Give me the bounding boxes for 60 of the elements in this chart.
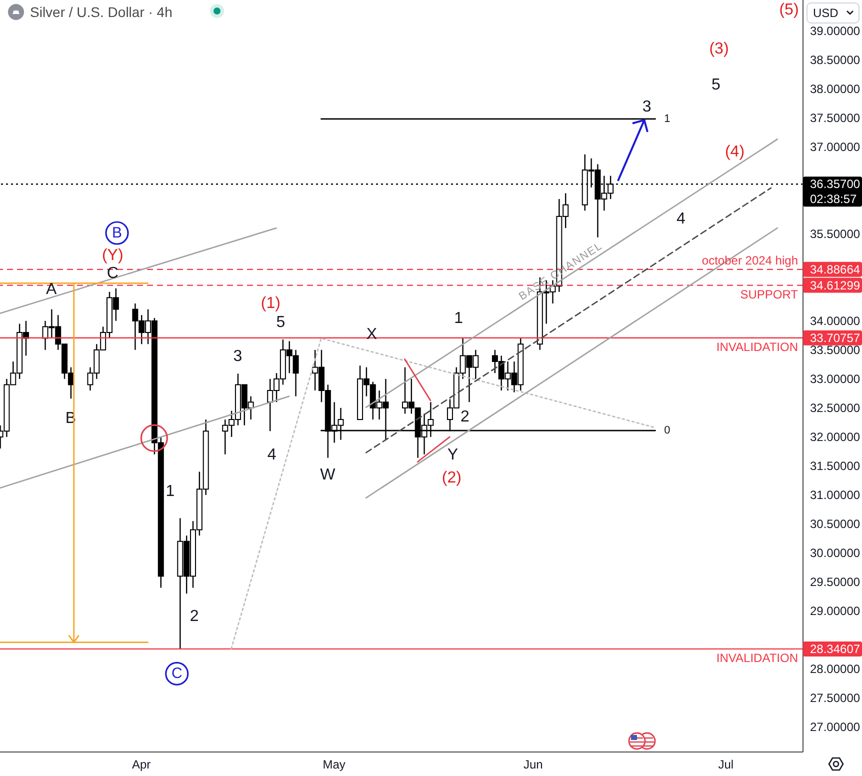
y-tick-label: 28.00000 [810,662,860,676]
annotation: 1 [454,310,464,327]
annotation: C [106,264,118,282]
y-tick-label: 28.34607 [810,642,860,656]
y-tick-label: 27.50000 [810,691,860,706]
y-tick-label: 34.61299 [810,278,860,292]
annotation: 3 [233,348,242,366]
annotation: (1) [260,294,280,312]
annotation: 2 [460,408,470,426]
annotation: B [112,224,122,242]
y-tick-label: 33.70757 [810,330,860,345]
y-tick-label: 32.50000 [810,400,860,415]
y-tick-label: 38.00000 [810,82,860,96]
y-tick-label: 31.00000 [810,488,860,502]
y-tick-label: 37.00000 [810,140,860,154]
annotation: C [171,665,182,682]
annotation: A [46,280,58,298]
y-tick-label: 34.00000 [810,314,860,328]
y-tick-label: 33.50000 [810,342,860,357]
annotation: W [320,466,336,484]
x-tick-label: Jun [524,758,543,772]
annotation: 2 [190,608,199,626]
annotation: (3) [709,40,729,58]
annotation: 1 [166,482,175,500]
y-tick-label: 29.00000 [810,604,860,618]
annotation: 4 [676,210,686,228]
y-tick-label: 30.00000 [810,546,860,560]
chart-title: Silver / U.S. Dollar · 4h [30,4,172,20]
x-tick-label: May [322,758,346,772]
y-tick-label: 37.50000 [810,110,860,125]
y-axis-title: USD [813,6,839,20]
y-tick-label: 32.00000 [810,430,860,444]
annotation: 0 [664,424,670,437]
y-tick-label: 27.00000 [810,720,860,734]
annotation: Y [447,446,458,464]
annotation: 3 [642,98,652,116]
y-tick-label: 39.00000 [810,24,860,38]
annotation: 4 [267,446,276,464]
ref-line-label: october 2024 high [702,253,798,268]
y-tick-label: 35.50000 [810,226,860,241]
y-tick-label: 33.00000 [810,372,860,386]
annotation: (Y) [102,246,124,264]
annotation: (4) [724,144,745,161]
annotation: 1 [664,112,670,125]
ref-line-label: SUPPORT [740,287,799,302]
y-tick-label: 29.50000 [810,574,860,589]
annotation: (5) [779,2,799,18]
y-tick-label: 30.50000 [810,516,860,531]
text: 02:38:57 [810,192,858,206]
ref-line-label: INVALIDATION [716,650,798,665]
ref-line-label: INVALIDATION [716,340,798,354]
annotation: (2) [442,469,462,486]
annotation: 5 [712,76,721,94]
x-tick-label: Jul [718,758,734,772]
y-tick-label: 38.50000 [810,52,860,67]
y-tick-label: 36.35700 [810,177,860,192]
y-tick-label: 34.88664 [810,262,860,276]
y-tick-label: 31.50000 [810,458,860,473]
x-tick-label: Apr [132,758,151,772]
annotation: 5 [276,314,286,331]
